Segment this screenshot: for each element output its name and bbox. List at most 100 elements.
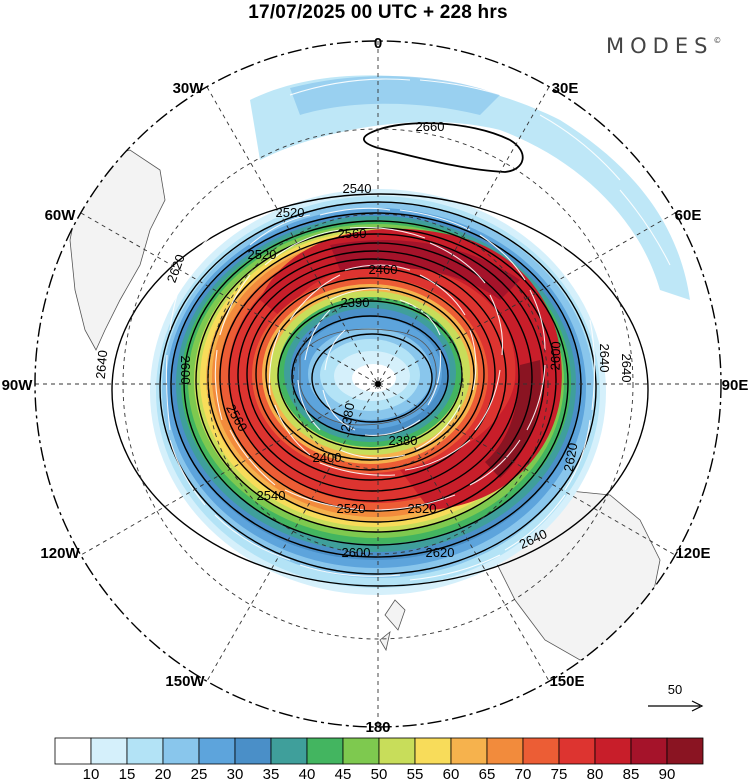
contour-2440 (255, 277, 485, 471)
lon-label-30e: 30E (552, 80, 579, 97)
contour-label: 2640 (619, 354, 634, 383)
colorbar-swatch (54, 737, 92, 765)
contour-label: 2660 (416, 119, 445, 134)
map-disk (35, 41, 721, 727)
new-zealand-land (379, 599, 406, 652)
band-90-core (330, 240, 520, 300)
copyright-mark: © (713, 36, 722, 45)
colorbar-swatch (306, 737, 344, 765)
map-boundary (34, 40, 722, 728)
lon-label-120w: 120W (40, 545, 80, 562)
brand-logo: MODES© (606, 34, 721, 58)
colorbar-label: 75 (551, 766, 568, 782)
contour-label: 2600 (342, 545, 371, 560)
colorbar-label: 65 (479, 766, 496, 782)
colorbar-swatch (378, 737, 416, 765)
colorbar-swatch (414, 737, 452, 765)
colorbar-swatch (450, 737, 488, 765)
colorbar-label: 55 (407, 766, 424, 782)
colorbar-label: 90 (659, 766, 676, 782)
lon-label-30w: 30W (173, 80, 205, 97)
colorbar-label: 25 (191, 766, 208, 782)
colorbar-swatch (198, 737, 236, 765)
colorbar-swatch (522, 737, 560, 765)
colorbar-swatch (594, 737, 632, 765)
colorbar-swatch (270, 737, 308, 765)
lon-label-180: 180 (365, 719, 390, 736)
contour-label: 2380 (389, 433, 418, 448)
contour-label: 2520 (276, 205, 305, 220)
contour-label: 2460 (369, 262, 398, 277)
colorbar-label: 40 (299, 766, 316, 782)
contour-label: 2620 (561, 442, 581, 473)
lon-label-150e: 150E (549, 673, 584, 690)
colorbar-label: 70 (515, 766, 532, 782)
colorbar-label: 60 (443, 766, 460, 782)
contour-label: 2600 (548, 341, 564, 370)
contour-2360 (311, 333, 433, 423)
contour-2420 (265, 287, 475, 461)
contour-2660 (363, 122, 524, 173)
contour-2500 (228, 250, 520, 502)
contour-label: 2600 (178, 356, 193, 385)
lon-label-60w: 60W (45, 207, 77, 224)
contour-2600 (170, 212, 582, 558)
colorbar-swatch (90, 737, 128, 765)
colorbar-label: 30 (227, 766, 244, 782)
colorbar-swatch (558, 737, 596, 765)
band-subtropical-core (290, 75, 500, 115)
lon-label-90w: 90W (2, 377, 34, 394)
brand-name: MODES (606, 34, 714, 58)
colorbar-label: 20 (155, 766, 172, 782)
colorbar-label: 10 (83, 766, 100, 782)
contour-2520 (219, 242, 533, 512)
colorbar-swatch (162, 737, 200, 765)
colorbar: 10 15 20 25 30 35 40 45 50 55 60 65 70 75 80 85 90 (54, 737, 704, 782)
antarctica-coast (299, 328, 437, 426)
wind-scale-label: 50 (668, 682, 682, 697)
contour-label: 2520 (337, 501, 366, 516)
colorbar-swatch (126, 737, 164, 765)
contour-label: 2390 (341, 295, 370, 310)
contour-label: 2400 (313, 450, 342, 465)
colorbar-swatch (666, 737, 704, 765)
inner-10 (352, 364, 396, 392)
contour-2460 (246, 267, 496, 481)
colorbar-label: 45 (335, 766, 352, 782)
contour-label: 2640 (597, 344, 612, 373)
south-pole-marker (375, 381, 381, 387)
graticule (35, 41, 721, 727)
wind-scale-arrowhead-icon (691, 700, 704, 712)
lon-label-60e: 60E (675, 207, 702, 224)
band-85-core (260, 228, 562, 510)
colorbar-label: 85 (623, 766, 640, 782)
contour-label: 2380 (338, 402, 358, 433)
contour-label: 2540 (343, 181, 372, 196)
lon-label-150w: 150W (165, 673, 205, 690)
contour-2400 (277, 300, 463, 450)
colorbar-label: 80 (587, 766, 604, 782)
wind-scale: 50 (648, 682, 704, 712)
lon-label-90e: 90E (722, 377, 749, 394)
longitude-labels: 0 30E 60E 90E 120E 150E 180 150W 120W 90… (2, 35, 749, 736)
lon-label-0: 0 (374, 35, 382, 52)
contour-2480 (237, 258, 507, 492)
colorbar-swatch (342, 737, 380, 765)
band-90-core-east (485, 360, 541, 478)
colorbar-label: 50 (371, 766, 388, 782)
contour-label: 2640 (93, 350, 110, 380)
contour-2640 (111, 193, 649, 587)
contour-2580 (183, 220, 569, 546)
contour-2380 (291, 315, 449, 437)
contour-label: 2620 (426, 545, 455, 560)
contour-label: 2540 (257, 488, 286, 503)
colorbar-label: 15 (119, 766, 136, 782)
contour-label: 2520 (248, 247, 277, 262)
colorbar-swatch (630, 737, 668, 765)
map-title: 17/07/2025 00 UTC + 228 hrs (248, 2, 508, 23)
contour-label: 2560 (338, 226, 367, 241)
colorbar-label: 35 (263, 766, 280, 782)
south-america-land (69, 149, 166, 351)
colorbar-swatch (234, 737, 272, 765)
